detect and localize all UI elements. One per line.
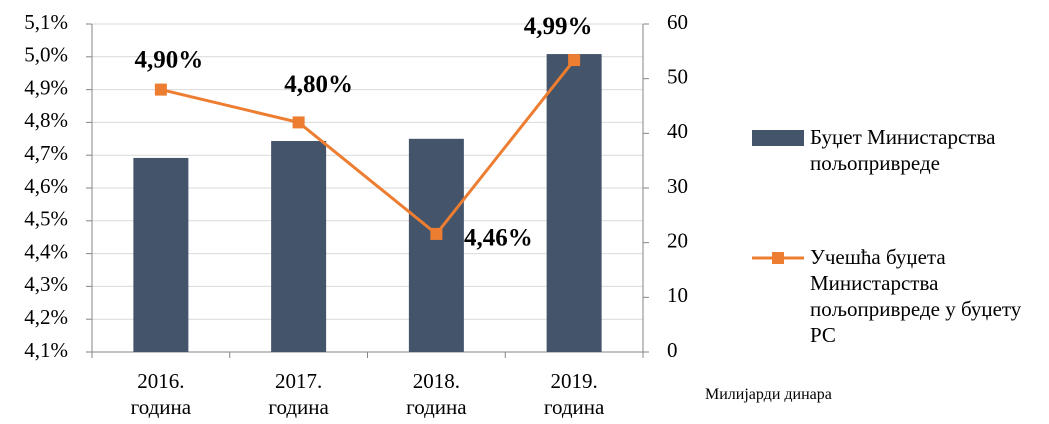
y2-tick-label: 0	[667, 338, 678, 362]
data-label: 4,80%	[284, 71, 353, 98]
y2-tick-label: 60	[667, 10, 688, 34]
y-tick-label: 4,1%	[24, 338, 68, 362]
y2-axis-label: Милијарди динара	[705, 386, 832, 403]
y-tick-label: 4,7%	[24, 141, 68, 165]
data-label: 4,46%	[464, 225, 533, 252]
marker	[430, 227, 443, 240]
y-tick-label: 4,6%	[24, 174, 68, 198]
marker	[292, 116, 305, 129]
y2-tick-label: 30	[667, 174, 688, 198]
y-tick-label: 5,1%	[24, 10, 68, 34]
marker	[154, 83, 167, 96]
data-label: 4,99%	[524, 13, 593, 40]
line	[160, 59, 576, 237]
y-tick-label: 4,2%	[24, 305, 68, 329]
y-tick-label: 4,4%	[24, 239, 68, 263]
x-tick-label: 2019. година	[543, 369, 605, 419]
y-tick-label: 4,9%	[24, 75, 68, 99]
data-label: 4,90%	[135, 46, 204, 73]
legend-label: Учешћа буџета Министарства пољопривреде …	[810, 245, 1022, 347]
x-tick-label: 2016. година	[130, 369, 192, 419]
y2-tick-label: 50	[667, 64, 688, 88]
bar	[546, 54, 602, 353]
x-tick-label: 2018. година	[406, 369, 467, 419]
legend-swatch	[752, 130, 804, 146]
y2-tick-label: 10	[667, 283, 688, 307]
bar	[408, 138, 464, 352]
legend-label: Буџет Министарства пољопривреде	[810, 125, 996, 175]
bar	[133, 157, 189, 352]
legend-swatch	[772, 252, 784, 264]
y2-tick-label: 40	[667, 119, 688, 143]
y-tick-label: 5,0%	[24, 43, 68, 67]
y2-tick-label: 20	[667, 228, 688, 252]
y-tick-label: 4,5%	[24, 207, 68, 231]
x-tick-label: 2017. година	[268, 369, 329, 419]
bar	[271, 140, 327, 352]
y-tick-label: 4,8%	[24, 108, 68, 132]
y-tick-label: 4,3%	[24, 272, 68, 296]
marker	[568, 54, 581, 67]
